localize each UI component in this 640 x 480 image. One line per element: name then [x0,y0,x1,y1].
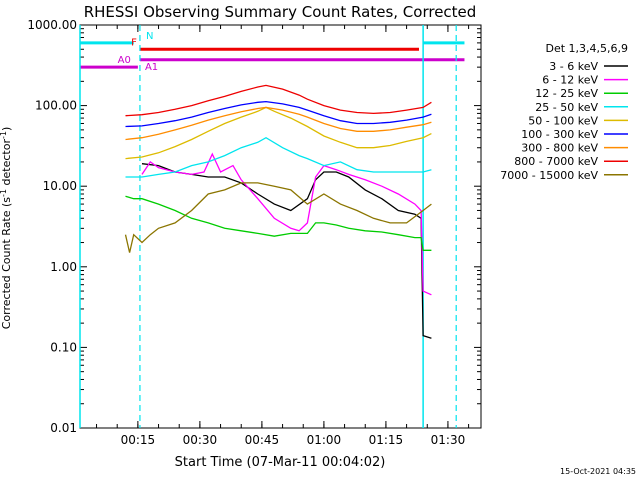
series-line-1 [141,152,432,296]
series-line-2 [125,195,432,251]
annotation-label-A0: A0 [118,55,131,66]
x-tick-label: 01:15 [369,433,404,447]
x-tick-label: 01:00 [307,433,342,447]
legend-label: 6 - 12 keV [542,74,598,87]
legend-label: 300 - 800 keV [521,142,598,155]
x-tick-label: 00:45 [245,433,280,447]
x-tick-label: 01:30 [431,433,466,447]
chart-title: RHESSI Observing Summary Count Rates, Co… [84,3,477,21]
x-tick-label: 00:30 [183,433,218,447]
y-axis-label: Corrected Count Rate (s-1 detector-1) [0,127,13,330]
x-tick-label: 00:15 [121,433,156,447]
y-axis-label-sup: -1 [0,189,8,197]
x-axis-label: Start Time (07-Mar-11 00:04:02) [175,455,386,470]
legend-label: 800 - 7000 keV [514,155,598,168]
legend-label: 100 - 300 keV [521,128,598,141]
series-group [124,84,432,339]
y-tick-label: 10.00 [43,179,77,193]
footer-date: 15-Oct-2021 04:35 [560,467,636,476]
legend-label: 25 - 50 keV [535,101,598,114]
y-tick-label: 100.00 [35,99,77,113]
series-line-7 [125,84,432,117]
legend-label: 3 - 6 keV [549,60,598,73]
series-line-3 [125,136,432,178]
y-axis-label-tail: detector [0,139,13,189]
y-axis-label-end: ) [0,127,13,131]
legend-label: 12 - 25 keV [535,87,598,100]
series-line-5 [125,100,432,128]
legend-label: 7000 - 15000 keV [500,169,598,182]
y-tick-label: 0.10 [50,340,77,354]
y-tick-label: 0.01 [50,421,77,435]
series-line-0 [141,163,432,339]
y-tick-label: 1000.00 [27,18,77,32]
y-axis-label-sup2: -1 [0,131,8,139]
series-line-4 [125,106,432,160]
series-line-8 [124,182,432,253]
y-axis: 0.01 0.10 1.00 10.00 100.00 1000.00 [27,18,481,435]
series-line-6 [125,106,432,141]
annotation-label-A1: A1 [145,62,158,73]
vertical-markers [79,25,457,428]
annotation-label-F: F [131,37,137,48]
y-tick-label: 1.00 [50,260,77,274]
annotation-label-N: N [146,31,153,42]
y-axis-label-main: Corrected Count Rate (s [0,197,13,330]
legend-header: Det 1,3,4,5,6,9 [545,42,628,55]
x-axis: 00:15 00:30 00:45 01:00 01:15 01:30 [96,25,470,447]
legend-label: 50 - 100 keV [528,114,598,127]
